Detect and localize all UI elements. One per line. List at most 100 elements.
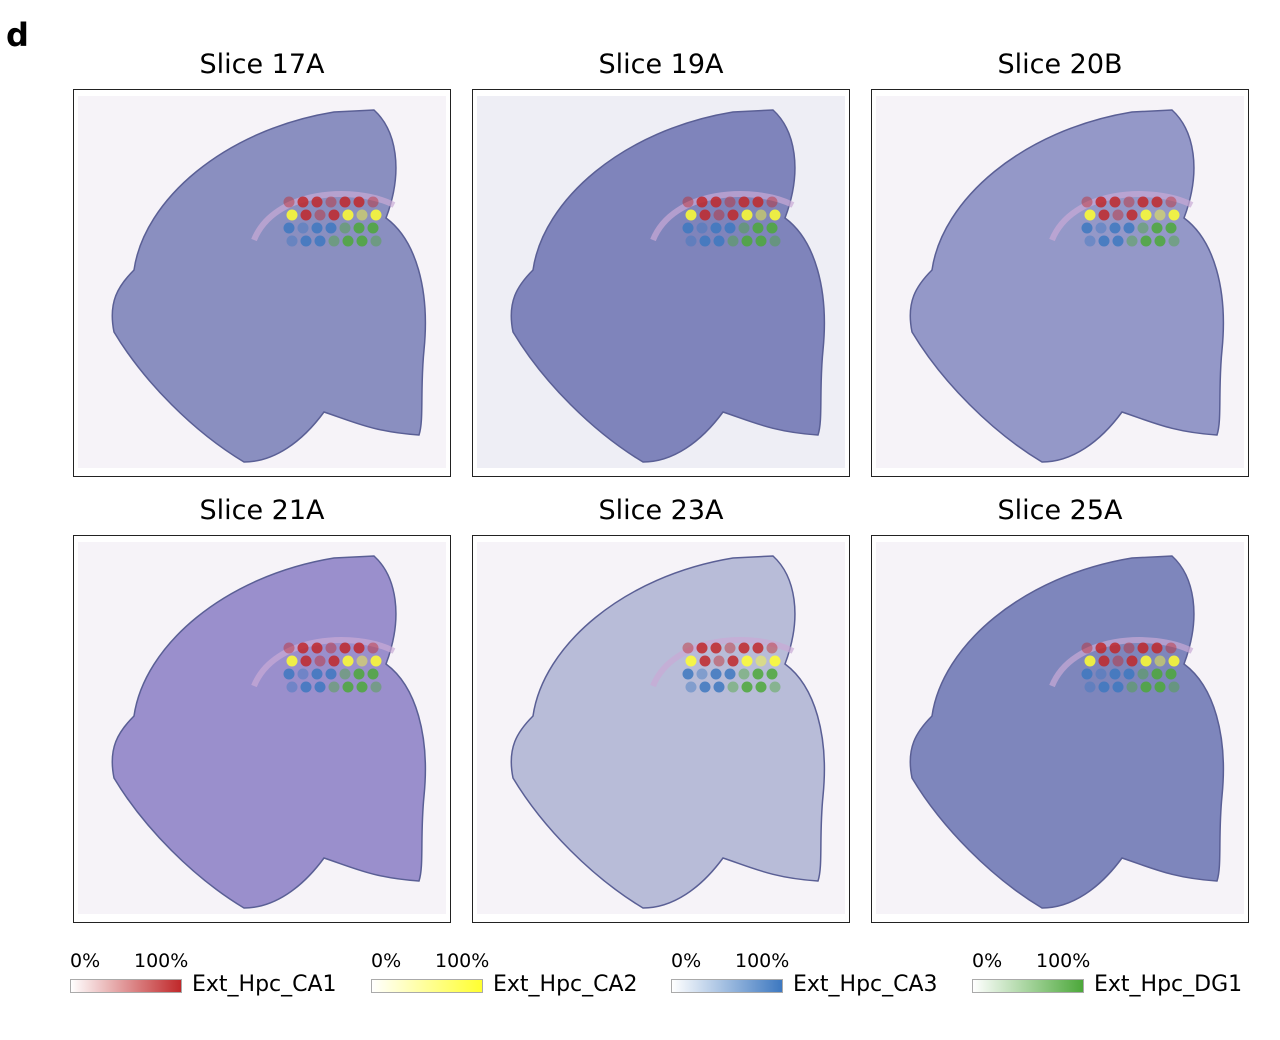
spot-ext_hpc_ca1 [1151,196,1163,208]
spot-ext_hpc_dg1 [328,681,340,693]
spot-ext_hpc_ca3 [286,235,298,247]
spot-ext_hpc_ca1 [727,655,739,667]
spot-ext_hpc_dg1 [755,681,767,693]
spot-ext_hpc_dg1 [1140,681,1152,693]
legend-max: 100% [134,950,189,972]
spot-ext_hpc_ca2 [741,209,753,221]
spot-ext_hpc_ca1 [682,642,694,654]
spot-ext_hpc_ca3 [311,668,323,680]
spot-ext_hpc_ca2 [1154,209,1166,221]
spot-ext_hpc_ca3 [682,222,694,234]
spot-ext_hpc_dg1 [1168,681,1180,693]
legend-min: 0% [70,950,101,972]
spot-ext_hpc_ca2 [1084,655,1096,667]
spot-ext_hpc_ca3 [300,681,312,693]
spot-ext_hpc_dg1 [752,222,764,234]
spot-ext_hpc_ca2 [1140,209,1152,221]
spot-ext_hpc_ca3 [685,235,697,247]
spot-ext_hpc_ca1 [766,196,778,208]
spot-ext_hpc_ca2 [370,209,382,221]
spot-ext_hpc_ca1 [738,196,750,208]
spot-ext_hpc_ca2 [755,209,767,221]
spot-ext_hpc_dg1 [1126,235,1138,247]
spot-ext_hpc_ca1 [1095,642,1107,654]
spot-ext_hpc_ca2 [755,655,767,667]
colorbar [671,979,783,993]
spot-ext_hpc_dg1 [738,222,750,234]
spot-ext_hpc_ca1 [297,642,309,654]
spot-ext_hpc_ca2 [342,655,354,667]
spot-ext_hpc_ca3 [682,668,694,680]
spot-ext_hpc_dg1 [1140,235,1152,247]
colorbar-legend: 0% 100% Ext_Hpc_CA3 [671,950,971,1000]
spot-ext_hpc_dg1 [1151,668,1163,680]
spot-ext_hpc_dg1 [342,681,354,693]
spot-ext_hpc_ca1 [353,642,365,654]
spot-ext_hpc_dg1 [741,235,753,247]
legend-label: Ext_Hpc_DG1 [1094,972,1243,997]
colorbar [972,979,1084,993]
spot-ext_hpc_ca1 [724,642,736,654]
slice-image [472,89,850,477]
spot-ext_hpc_ca2 [342,209,354,221]
spot-ext_hpc_ca1 [1109,642,1121,654]
spot-ext_hpc_ca3 [286,681,298,693]
legend-max: 100% [435,950,490,972]
spot-ext_hpc_dg1 [1137,222,1149,234]
spot-ext_hpc_ca1 [283,196,295,208]
spot-ext_hpc_ca1 [696,196,708,208]
spot-ext_hpc_ca1 [314,655,326,667]
spot-ext_hpc_ca1 [1081,642,1093,654]
spot-ext_hpc_ca1 [1165,196,1177,208]
spot-ext_hpc_ca3 [300,235,312,247]
spot-ext_hpc_ca3 [710,668,722,680]
spot-ext_hpc_ca1 [1137,642,1149,654]
spot-ext_hpc_ca1 [1126,655,1138,667]
spot-ext_hpc_dg1 [328,235,340,247]
spot-ext_hpc_ca1 [328,655,340,667]
spot-ext_hpc_ca2 [356,655,368,667]
spot-ext_hpc_ca1 [283,642,295,654]
spot-ext_hpc_ca3 [314,235,326,247]
spot-ext_hpc_ca3 [1109,668,1121,680]
spot-ext_hpc_ca3 [724,222,736,234]
spot-ext_hpc_dg1 [1154,681,1166,693]
spot-ext_hpc_ca3 [1095,222,1107,234]
spot-ext_hpc_ca1 [300,655,312,667]
spot-ext_hpc_dg1 [1126,681,1138,693]
spot-ext_hpc_dg1 [1165,668,1177,680]
spot-ext_hpc_ca1 [1112,655,1124,667]
spot-ext_hpc_ca3 [1112,235,1124,247]
spot-ext_hpc_ca2 [286,655,298,667]
spot-ext_hpc_ca1 [724,196,736,208]
spot-ext_hpc_ca2 [1154,655,1166,667]
spot-ext_hpc_ca1 [339,196,351,208]
spot-ext_hpc_ca1 [367,642,379,654]
spot-ext_hpc_ca1 [1151,642,1163,654]
spot-ext_hpc_dg1 [741,681,753,693]
spot-ext_hpc_ca3 [1084,235,1096,247]
spot-ext_hpc_ca2 [741,655,753,667]
spot-ext_hpc_ca3 [1098,235,1110,247]
spot-ext_hpc_ca2 [286,209,298,221]
spot-ext_hpc_ca1 [752,196,764,208]
spot-ext_hpc_ca3 [724,668,736,680]
slice-image [871,89,1249,477]
spot-ext_hpc_ca2 [1140,655,1152,667]
spot-ext_hpc_ca2 [769,209,781,221]
spot-ext_hpc_ca3 [713,681,725,693]
spot-ext_hpc_dg1 [370,235,382,247]
slice-title: Slice 21A [199,495,325,526]
spot-ext_hpc_ca3 [297,222,309,234]
spot-ext_hpc_dg1 [339,668,351,680]
legend-min: 0% [671,950,702,972]
spot-ext_hpc_ca1 [713,655,725,667]
spot-ext_hpc_dg1 [738,668,750,680]
spot-ext_hpc_ca1 [1095,196,1107,208]
spot-ext_hpc_ca1 [297,196,309,208]
slice-title: Slice 23A [598,495,724,526]
spot-ext_hpc_dg1 [370,681,382,693]
spot-ext_hpc_ca1 [311,642,323,654]
spot-ext_hpc_dg1 [1154,235,1166,247]
spot-ext_hpc_ca3 [710,222,722,234]
